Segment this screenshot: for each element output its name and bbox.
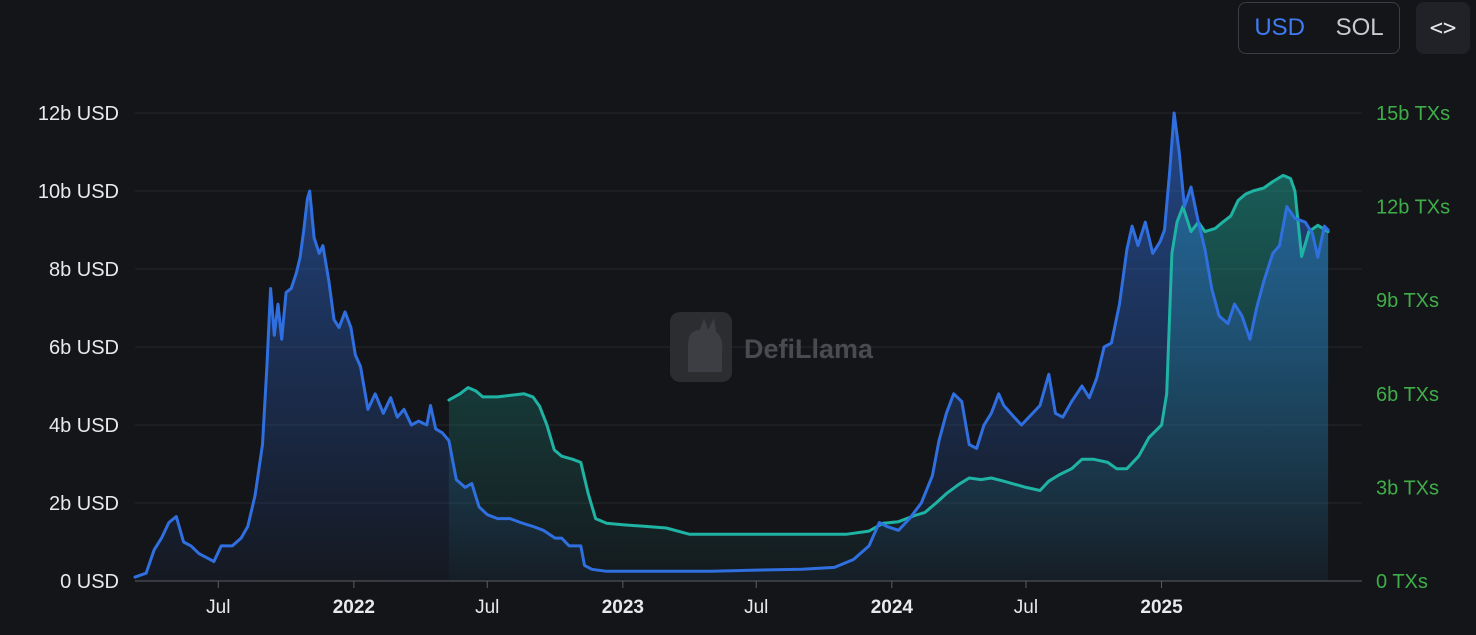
y-left-tick-label: 0 USD bbox=[60, 571, 119, 593]
y-left-tick-label: 10b USD bbox=[38, 181, 119, 203]
y-left-tick-label: 8b USD bbox=[49, 259, 119, 281]
y-right-tick-label: 3b TXs bbox=[1376, 477, 1439, 499]
x-tick-label: Jul bbox=[475, 597, 499, 618]
usd-series-area bbox=[135, 113, 1329, 581]
x-tick-label: 2023 bbox=[602, 597, 644, 618]
x-tick-label: 2025 bbox=[1140, 597, 1183, 618]
y-axis-right: 0 TXs 3b TXs 6b TXs 9b TXs 12b TXs 15b TXs bbox=[1376, 103, 1450, 593]
series-lines bbox=[133, 111, 1330, 579]
y-axis-left: 0 USD 2b USD 4b USD 6b USD 8b USD 10b USD 12b … bbox=[38, 103, 119, 593]
x-axis: Jul 2022 Jul 2023 Jul 2024 Jul 2025 bbox=[135, 580, 1362, 618]
tx-series-line bbox=[447, 173, 1330, 536]
currency-option-sol[interactable]: SOL bbox=[1335, 14, 1384, 41]
y-right-tick-label: 6b TXs bbox=[1376, 384, 1439, 406]
y-right-tick-label: 9b TXs bbox=[1376, 290, 1439, 312]
series-areas bbox=[135, 113, 1329, 581]
currency-toggle[interactable]: USD SOL bbox=[1238, 2, 1400, 54]
usd-series-line bbox=[133, 111, 1330, 579]
x-tick-label: Jul bbox=[206, 597, 230, 618]
x-tick-label: 2022 bbox=[333, 597, 375, 618]
y-left-tick-label: 12b USD bbox=[38, 103, 119, 125]
watermark-text: DefiLlama bbox=[744, 334, 874, 364]
y-left-tick-label: 6b USD bbox=[49, 337, 119, 359]
y-right-tick-label: 0 TXs bbox=[1376, 571, 1428, 593]
y-left-tick-label: 4b USD bbox=[49, 415, 119, 437]
x-tick-label: Jul bbox=[1014, 597, 1038, 618]
code-brackets-icon[interactable]: <> bbox=[1416, 2, 1470, 54]
y-right-tick-label: 12b TXs bbox=[1376, 197, 1450, 219]
y-right-tick-label: 15b TXs bbox=[1376, 103, 1450, 125]
y-left-tick-label: 2b USD bbox=[49, 493, 119, 515]
currency-option-usd[interactable]: USD bbox=[1254, 14, 1305, 41]
watermark: DefiLlama bbox=[670, 312, 874, 382]
x-tick-label: Jul bbox=[744, 597, 768, 618]
x-tick-label: 2024 bbox=[871, 597, 914, 618]
